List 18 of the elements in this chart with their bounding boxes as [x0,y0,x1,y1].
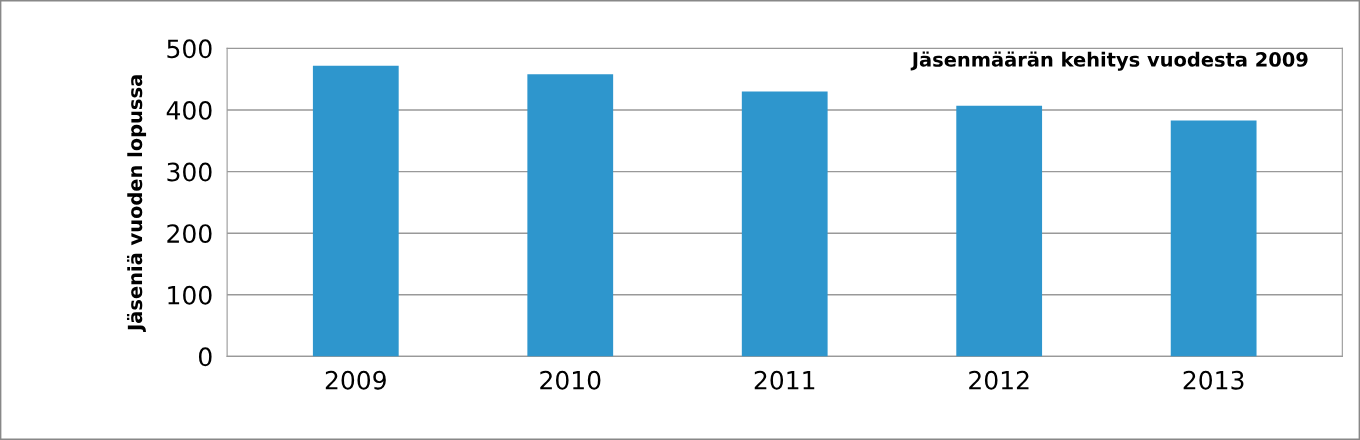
bar [956,105,1043,357]
y-tick-label: 100 [168,285,212,305]
y-tick-label: 300 [167,162,212,182]
y-tick-label: 0 [198,347,212,367]
x-tick-label: 2009 [325,370,386,390]
y-tick-label: 400 [166,100,212,120]
bar [1170,120,1257,357]
bar [312,65,399,357]
y-axis-title: Jäseniä vuoden lopussa [126,75,147,333]
y-tick-label: 200 [167,224,212,244]
x-tick-label: 2012 [969,370,1029,390]
x-tick-label: 2010 [540,370,601,390]
chart-title: Jäsenmäärän kehitys vuodesta 2009 [910,51,1308,71]
bar [527,74,614,357]
x-tick-label: 2013 [1183,370,1244,390]
bar [741,91,828,357]
x-tick-label: 2011 [754,370,815,390]
y-tick-label: 500 [167,39,212,59]
